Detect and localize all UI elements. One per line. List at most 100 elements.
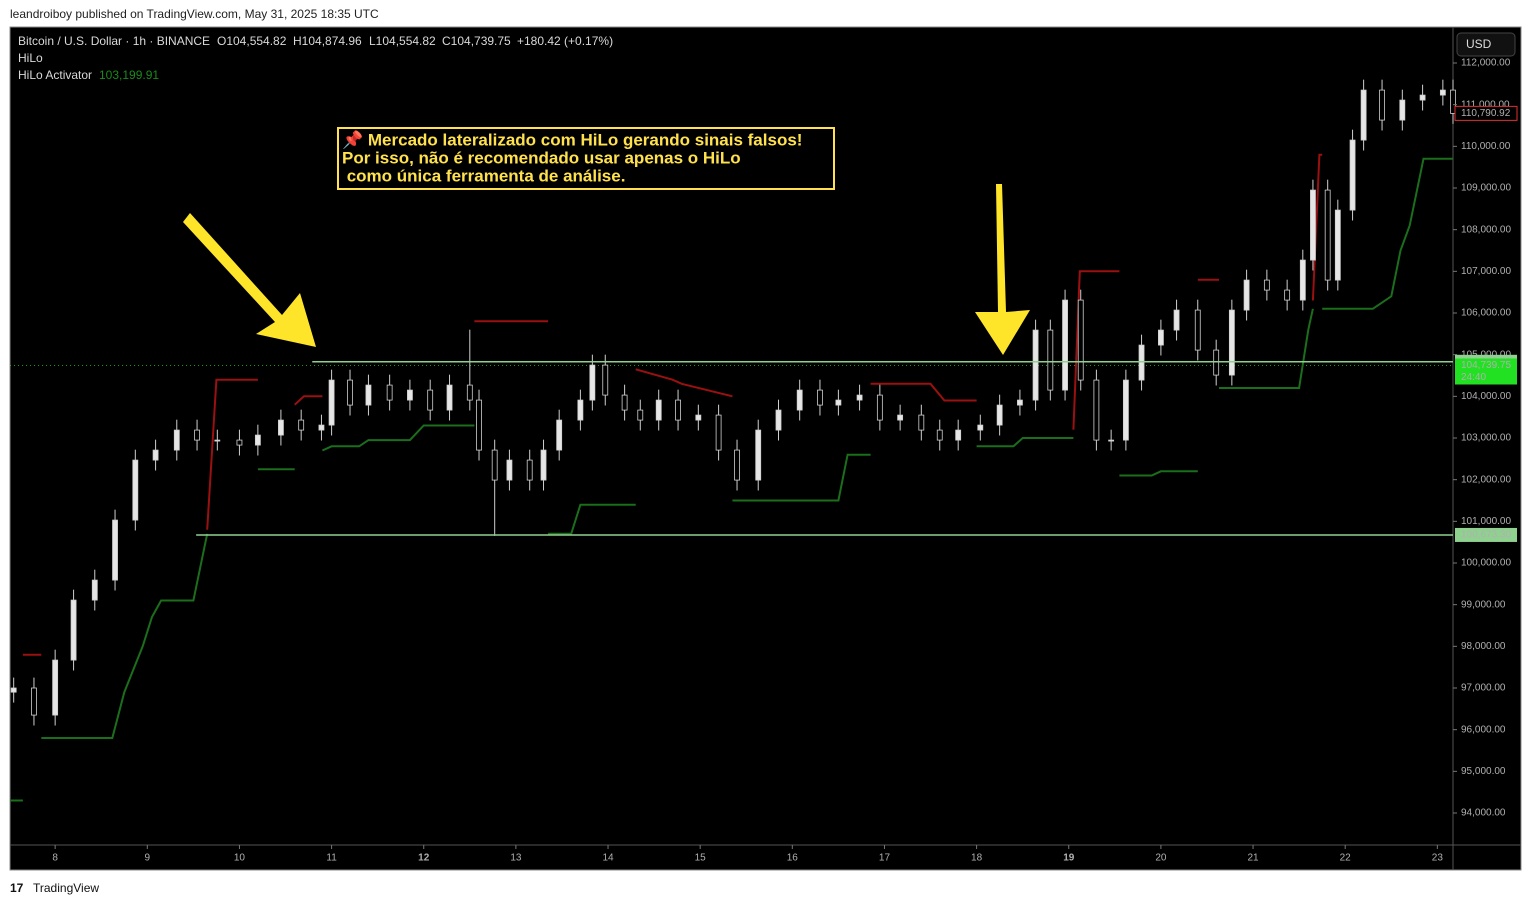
indicator-value: 103,199.91: [99, 68, 159, 82]
candle-body: [132, 459, 139, 521]
x-tick-label: 22: [1340, 853, 1352, 864]
candle-body: [856, 394, 863, 401]
last-price-label: 110,790.92: [1461, 108, 1511, 119]
candle-body: [936, 429, 943, 441]
candle-body: [70, 599, 77, 661]
y-tick-label: 100,000.00: [1461, 558, 1511, 569]
axes: 94,000.00 95,000.00 96,000.00 97,000.00 98,0…: [52, 58, 1518, 864]
candle-body: [1324, 189, 1331, 281]
x-tick-label: 16: [787, 853, 799, 864]
y-tick-label: 109,000.00: [1461, 183, 1511, 194]
candle-body: [675, 399, 681, 421]
candle-body: [1173, 309, 1180, 331]
candle-body: [328, 379, 335, 426]
candle-body: [1334, 209, 1341, 281]
y-tick-label: 107,000.00: [1461, 266, 1511, 277]
candle-body: [655, 399, 662, 421]
plot: [10, 79, 1456, 802]
symbol: Bitcoin / U.S. Dollar · 1h · BINANCE: [18, 34, 210, 48]
candle-body: [31, 687, 37, 716]
y-tick-label: 110,000.00: [1461, 141, 1511, 152]
footer-logo: 17: [10, 881, 24, 895]
candle-body: [173, 429, 180, 451]
candle-body: [955, 429, 962, 441]
candle-body: [1093, 379, 1100, 441]
x-tick-label: 13: [510, 853, 522, 864]
candle-body: [1213, 349, 1220, 376]
indicator[interactable]: HiLo: [18, 51, 43, 65]
candle-body: [577, 399, 584, 421]
ohlc-low: L104,554.82: [369, 34, 436, 48]
candle-body: [52, 659, 59, 716]
candle-body: [1228, 309, 1235, 376]
chart-frame: [9, 26, 1522, 871]
logo-mark: 17: [10, 881, 24, 895]
annotation-line: Por isso, não é recomendado usar apenas …: [342, 148, 741, 167]
candle-body: [214, 439, 221, 442]
candle-body: [996, 404, 1003, 426]
candle-body: [602, 364, 609, 396]
candle-body: [1284, 289, 1291, 301]
y-tick-label: 99,000.00: [1461, 599, 1506, 610]
candle-body: [556, 419, 563, 451]
x-tick-label: 8: [52, 853, 58, 864]
x-tick-label: 10: [234, 853, 246, 864]
candle-body: [589, 364, 596, 401]
currency-label[interactable]: USD: [1466, 37, 1492, 51]
indicator[interactable]: HiLo Activator: [18, 68, 92, 82]
candle-body: [695, 414, 702, 421]
y-tick-label: 103,000.00: [1461, 433, 1511, 444]
candle-body: [1062, 299, 1068, 391]
candle-body: [897, 414, 904, 421]
candle-body: [254, 434, 261, 446]
candle-body: [365, 384, 372, 406]
annotation-box: [337, 127, 835, 190]
x-tick-label: 14: [602, 853, 614, 864]
x-tick-label: 11: [326, 853, 337, 864]
candle-body: [1017, 399, 1023, 406]
x-tick-label: 15: [695, 853, 707, 864]
y-tick-label: 101,000.00: [1461, 516, 1511, 527]
candle-body: [637, 409, 644, 421]
candle-body: [1122, 379, 1129, 441]
current-price-bg: [1455, 358, 1517, 385]
y-tick-label: 111,000.00: [1461, 99, 1510, 110]
x-tick-label: 21: [1247, 853, 1259, 864]
candle-body: [1157, 329, 1164, 346]
candle-body: [1263, 279, 1270, 291]
candle-body: [427, 389, 434, 411]
y-tick-label: 108,000.00: [1461, 224, 1511, 235]
candle-body: [1299, 259, 1306, 301]
currency-button[interactable]: [1456, 32, 1516, 57]
candle-body: [540, 449, 547, 481]
ohlc-high: H104,874.96: [293, 34, 362, 48]
candle-body: [734, 449, 740, 481]
y-tick-label: 95,000.00: [1461, 766, 1506, 777]
candle-body: [491, 449, 498, 481]
countdown: 24:40: [1461, 372, 1486, 383]
x-tick-label: 12: [418, 853, 430, 864]
y-tick-label: 102,000.00: [1461, 474, 1511, 485]
candle-body: [152, 449, 159, 461]
candle-body: [1108, 439, 1115, 442]
candle-body: [1360, 89, 1367, 141]
candle-body: [1194, 309, 1201, 351]
candle-body: [91, 579, 98, 601]
candle-body: [194, 429, 200, 441]
y-tick-label: 97,000.00: [1461, 683, 1506, 694]
y-tick-label: 94,000.00: [1461, 808, 1506, 819]
candle-body: [1379, 89, 1385, 121]
candle-body: [1077, 299, 1084, 381]
candle-body: [112, 519, 118, 581]
annotation-line: como única ferramenta de análise.: [342, 166, 625, 185]
candle-body: [466, 384, 473, 401]
candle-body: [506, 459, 513, 481]
y-tick-label: 112,000.00: [1461, 58, 1511, 69]
y-tick-label: 96,000.00: [1461, 724, 1506, 735]
last-price-bg: [1454, 105, 1518, 121]
candle-body: [977, 424, 984, 431]
ohlc-change: +180.42 (+0.17%): [517, 34, 613, 48]
candle-body: [1047, 329, 1054, 391]
x-tick-label: 20: [1155, 853, 1167, 864]
